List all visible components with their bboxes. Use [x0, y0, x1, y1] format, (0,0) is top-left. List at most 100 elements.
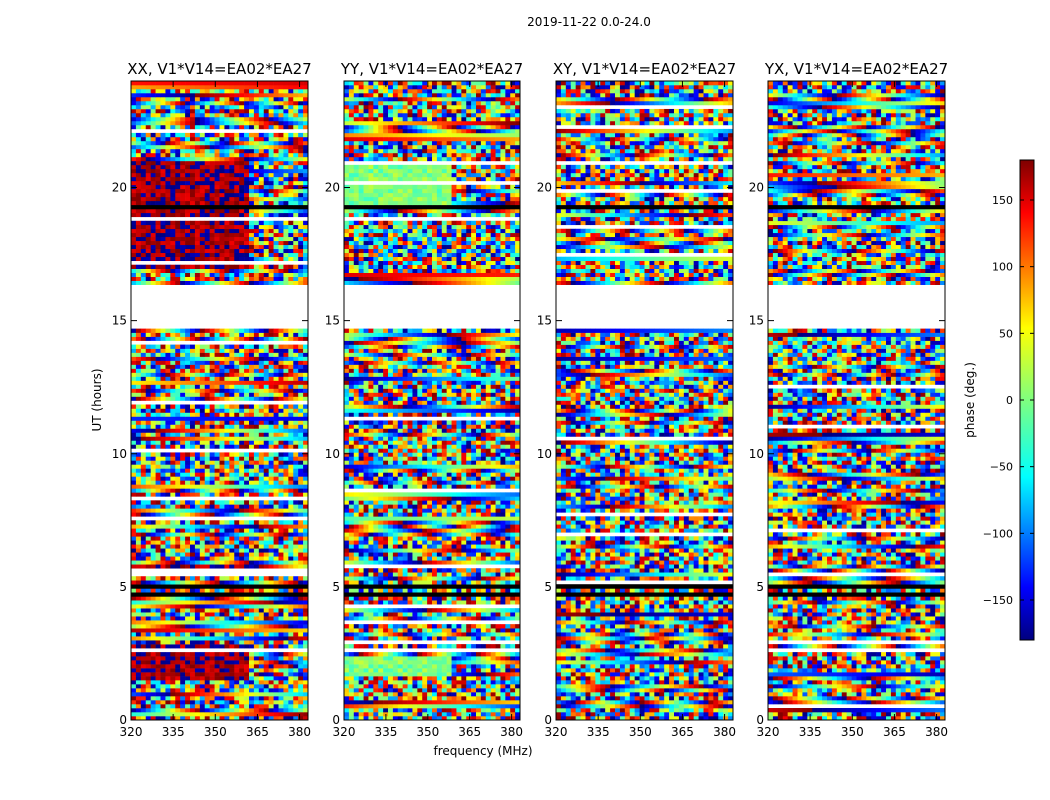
- heatmap-cell: [219, 156, 225, 162]
- heatmap-cell: [303, 716, 309, 721]
- heatmap-cell: [446, 716, 452, 721]
- heatmap-cell: [209, 160, 215, 166]
- heatmap-cell: [451, 708, 457, 713]
- heatmap-cell: [214, 180, 220, 186]
- heatmap-cell: [150, 152, 156, 158]
- heatmap-cell: [165, 200, 171, 206]
- heatmap-cell: [293, 424, 299, 429]
- heatmap-cell: [219, 160, 225, 166]
- heatmap-cell: [199, 700, 206, 705]
- heatmap-cell: [244, 544, 250, 549]
- heatmap-cell: [244, 504, 250, 509]
- heatmap-cell: [258, 604, 265, 609]
- heatmap-cell: [244, 336, 250, 341]
- heatmap-cell: [131, 472, 137, 477]
- heatmap-cell: [234, 140, 240, 146]
- heatmap-cell: [204, 692, 210, 697]
- panel-xx-title: XX, V1*V14=EA02*EA27: [127, 60, 311, 78]
- heatmap-cell: [273, 124, 279, 130]
- heatmap-cell: [249, 176, 255, 182]
- heatmap-cell: [303, 116, 309, 122]
- heatmap-cell: [199, 680, 206, 685]
- heatmap-cell: [244, 484, 250, 489]
- heatmap-cell: [214, 608, 220, 613]
- heatmap-cell: [190, 96, 196, 102]
- heatmap-cell: [268, 444, 274, 449]
- heatmap-cell: [224, 480, 230, 485]
- heatmap-cell: [234, 716, 240, 721]
- heatmap-cell: [145, 500, 151, 505]
- heatmap-cell: [185, 700, 191, 705]
- heatmap-cell: [234, 556, 240, 561]
- heatmap-cell: [145, 360, 151, 365]
- heatmap-cell: [234, 224, 240, 230]
- heatmap-cell: [268, 252, 274, 258]
- heatmap-cell: [303, 704, 309, 709]
- heatmap-cell: [283, 476, 289, 481]
- heatmap-cell: [131, 432, 137, 437]
- heatmap-cell: [234, 560, 240, 565]
- heatmap-cell: [190, 716, 196, 721]
- heatmap-cell: [135, 600, 142, 605]
- heatmap-cell: [150, 484, 156, 489]
- heatmap-cell: [273, 556, 279, 561]
- heatmap-cell: [140, 640, 147, 645]
- heatmap-cell: [175, 432, 181, 437]
- heatmap-cell: [175, 700, 181, 705]
- heatmap-cell: [239, 176, 245, 182]
- heatmap-cell: [175, 84, 181, 90]
- heatmap-cell: [268, 208, 274, 214]
- heatmap-cell: [258, 524, 265, 529]
- heatmap-cell: [194, 428, 201, 433]
- heatmap-cell: [135, 712, 142, 717]
- heatmap-cell: [175, 120, 181, 126]
- heatmap-cell: [239, 652, 245, 657]
- heatmap-cell: [303, 92, 309, 98]
- heatmap-cell: [432, 704, 438, 709]
- heatmap-cell: [199, 564, 206, 569]
- heatmap-cell: [253, 460, 260, 465]
- panel-yy-cells: [344, 81, 521, 721]
- heatmap-cell: [224, 532, 230, 537]
- heatmap-cell: [244, 608, 250, 613]
- heatmap-cell: [131, 632, 137, 637]
- heatmap-cell: [170, 232, 176, 238]
- heatmap-cell: [244, 404, 250, 409]
- heatmap-cell: [150, 712, 156, 717]
- heatmap-cell: [422, 704, 428, 709]
- heatmap-cell: [214, 412, 220, 417]
- heatmap-cell: [135, 464, 142, 469]
- heatmap-cell: [244, 152, 250, 158]
- heatmap-cell: [278, 272, 284, 277]
- heatmap-cell: [140, 124, 147, 130]
- heatmap-cell: [180, 164, 186, 170]
- heatmap-cell: [140, 488, 147, 493]
- heatmap-cell: [150, 416, 156, 421]
- heatmap-cell: [283, 560, 289, 565]
- heatmap-cell: [244, 600, 250, 605]
- heatmap-cell: [155, 508, 161, 513]
- heatmap-cell: [170, 228, 176, 234]
- heatmap-cell: [219, 668, 225, 673]
- heatmap-cell: [209, 704, 215, 709]
- heatmap-cell: [150, 240, 156, 246]
- heatmap-cell: [199, 408, 206, 413]
- heatmap-cell: [283, 412, 289, 417]
- heatmap-cell: [185, 692, 191, 697]
- heatmap-cell: [190, 172, 196, 178]
- heatmap-cell: [229, 104, 235, 110]
- heatmap-cell: [175, 464, 181, 469]
- heatmap-cell: [253, 148, 260, 154]
- heatmap-cell: [160, 544, 166, 549]
- heatmap-cell: [258, 560, 265, 565]
- heatmap-cell: [229, 364, 235, 369]
- heatmap-cell: [204, 644, 210, 649]
- heatmap-cell: [303, 88, 309, 94]
- heatmap-cell: [209, 208, 215, 214]
- heatmap-cell: [288, 156, 294, 162]
- heatmap-cell: [244, 532, 250, 537]
- heatmap-cell: [263, 700, 269, 705]
- heatmap-cell: [204, 192, 210, 198]
- heatmap-cell: [244, 364, 250, 369]
- heatmap-cell: [135, 612, 142, 617]
